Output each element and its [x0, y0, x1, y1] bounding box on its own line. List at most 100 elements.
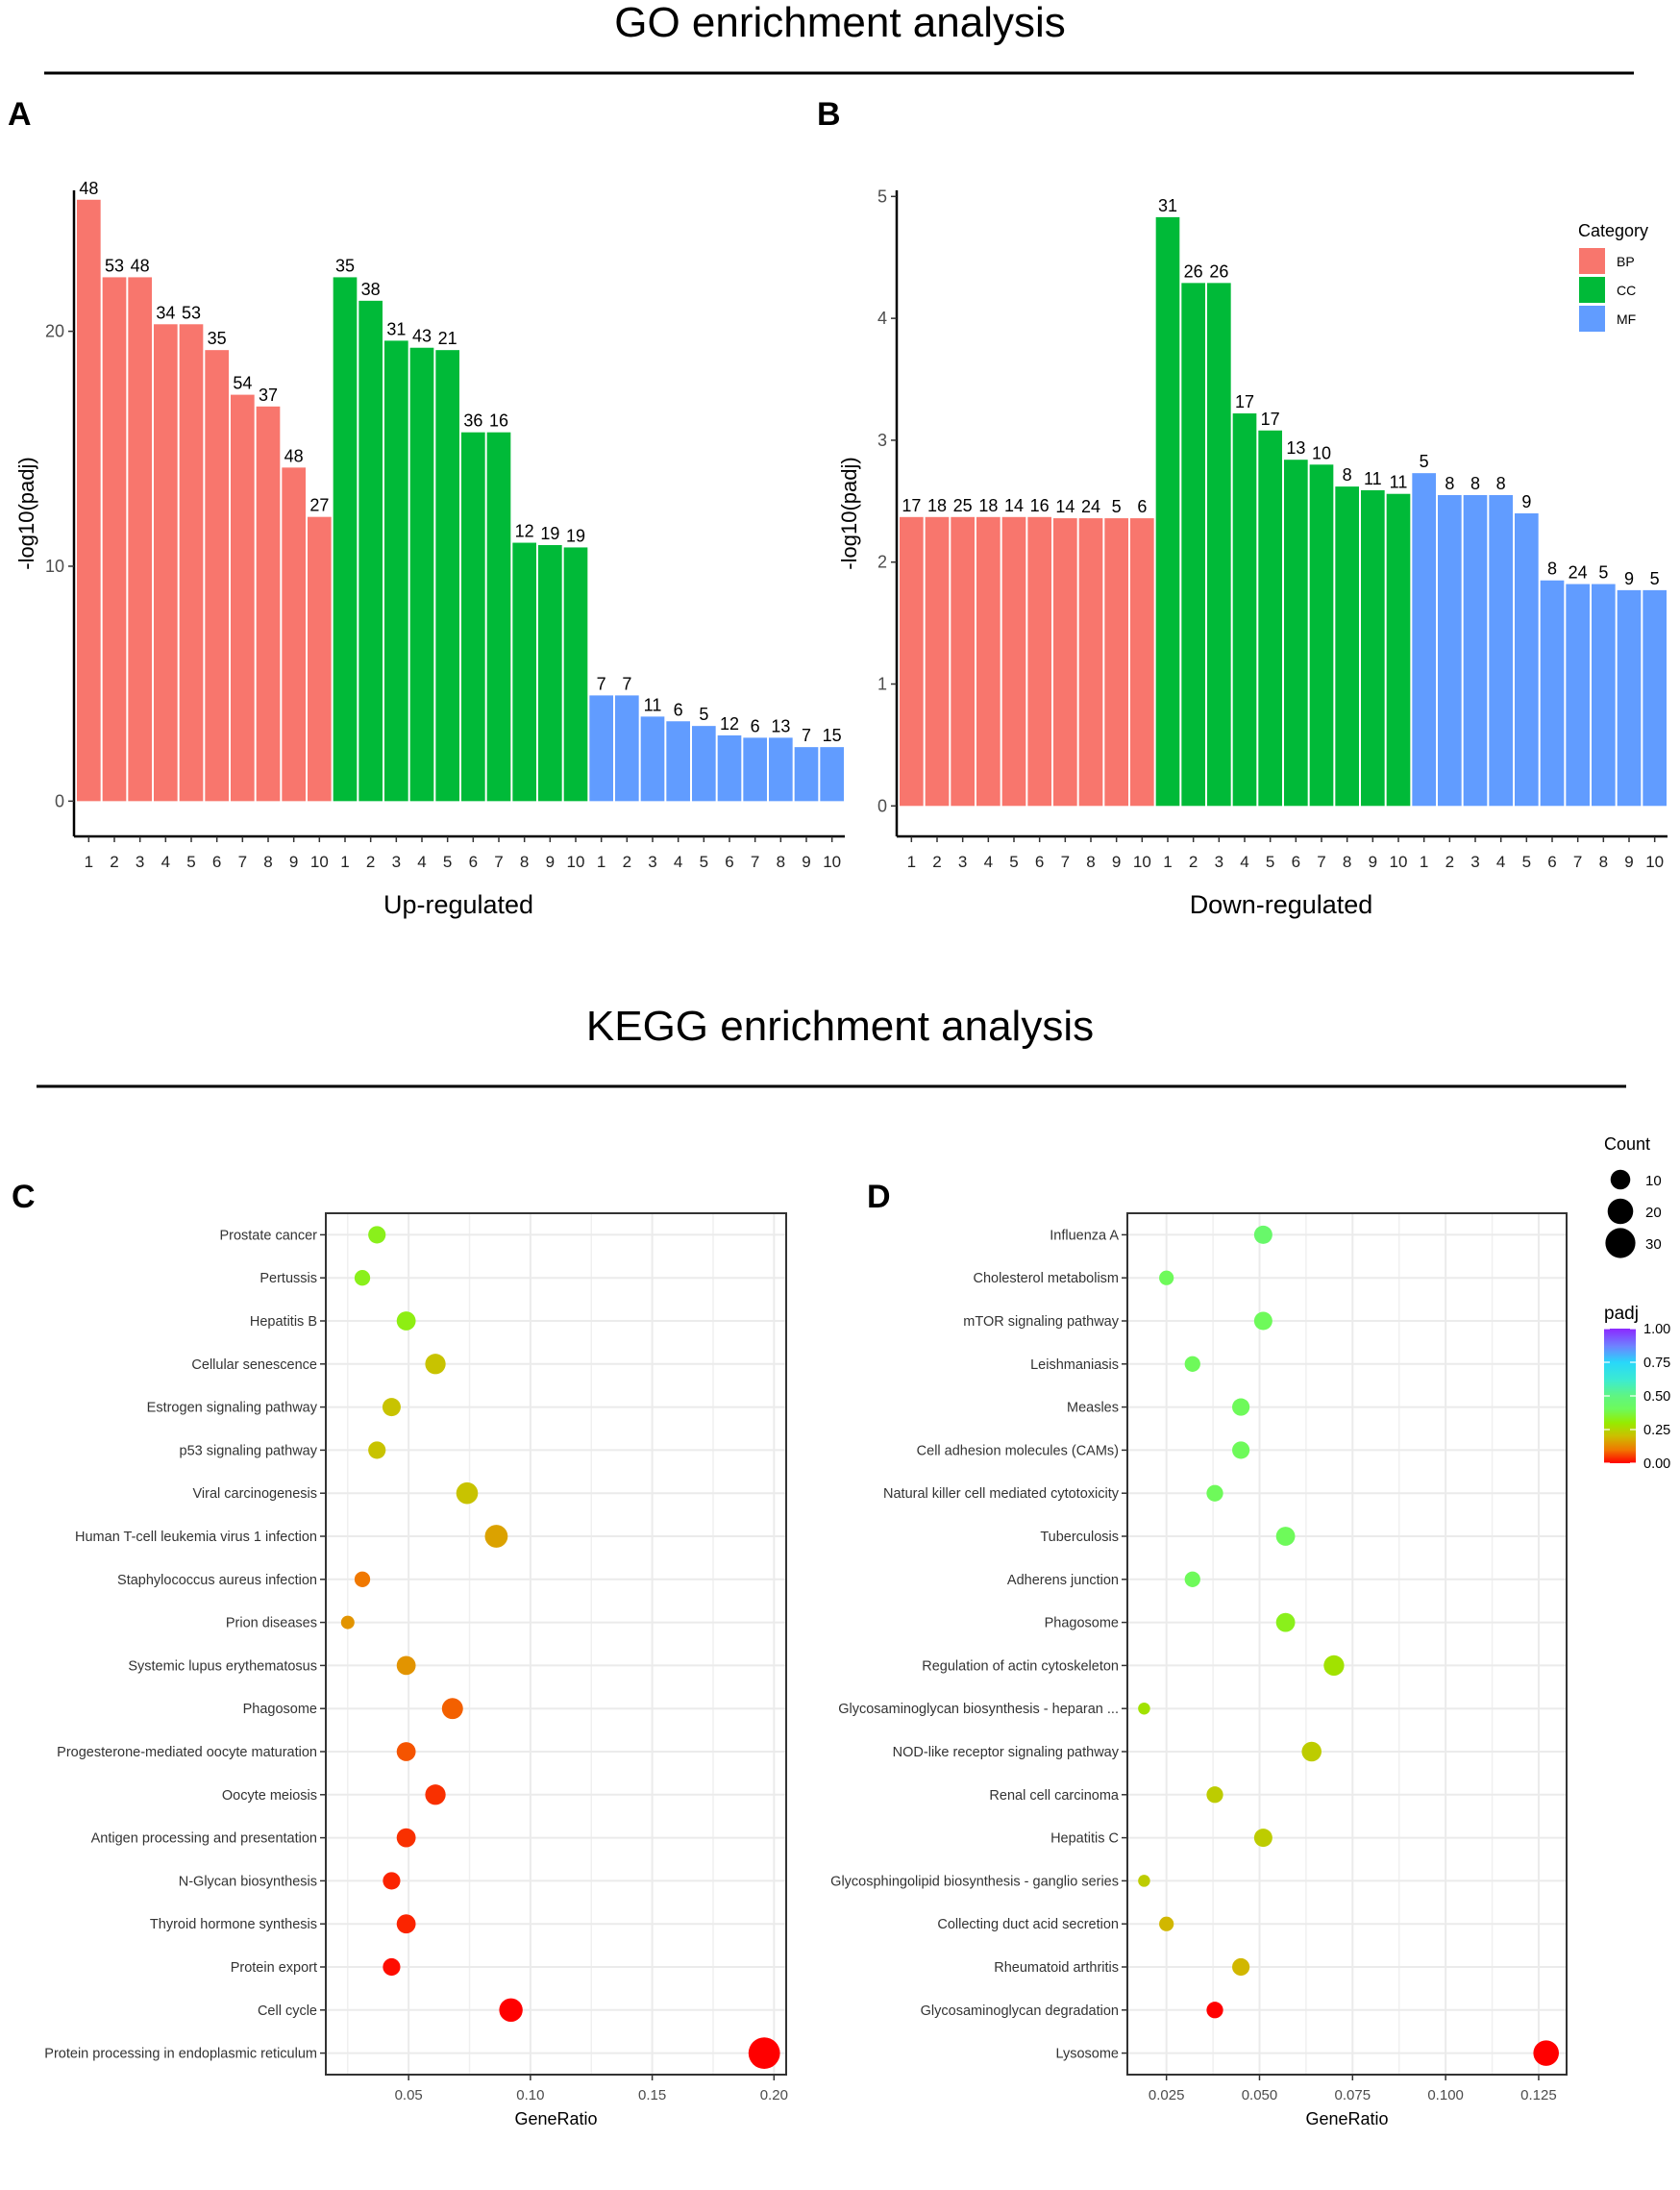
x-tick-label: 2	[1189, 853, 1198, 871]
data-point	[1184, 1571, 1200, 1587]
bar-mf-5	[692, 726, 716, 802]
bar-mf-8	[769, 737, 793, 802]
bar-count-label: 26	[1209, 261, 1228, 281]
x-tick-label: 7	[1573, 853, 1582, 871]
data-point	[1275, 1612, 1296, 1632]
term-label: NOD-like receptor signaling pathway	[893, 1745, 1120, 1760]
x-tick-label: 10	[823, 853, 841, 871]
term-label: Pertussis	[259, 1271, 317, 1286]
kegg-dot-plot-down-regulated: Influenza A Cholesterol metabolism mTOR si…	[830, 1212, 1568, 2190]
bar-count-label: 6	[1137, 497, 1147, 516]
bar-count-label: 17	[1261, 410, 1280, 429]
x-tick-label: 0.10	[516, 2087, 544, 2103]
x-axis-title: Down-regulated	[1190, 890, 1373, 919]
bar-bp-5	[1001, 516, 1026, 807]
bar-count-label: 8	[1547, 560, 1557, 579]
x-tick-label: 9	[1369, 853, 1377, 871]
x-tick-label: 4	[161, 853, 170, 871]
term-label: Prostate cancer	[219, 1228, 317, 1243]
data-point	[499, 1998, 523, 2022]
x-tick-label: 7	[1317, 853, 1325, 871]
data-point	[340, 1615, 355, 1630]
bar-count-label: 17	[1235, 392, 1254, 411]
padj-legend-label: 0.50	[1643, 1389, 1670, 1405]
term-label: Systemic lupus erythematosus	[128, 1658, 317, 1674]
term-label: Staphylococcus aureus infection	[117, 1573, 317, 1588]
bar-count-label: 11	[1364, 469, 1382, 488]
data-point	[1323, 1655, 1345, 1677]
x-tick-label: 3	[958, 853, 967, 871]
y-tick-label: 3	[877, 431, 887, 450]
bar-count-label: 9	[1521, 492, 1531, 511]
term-label: mTOR signaling pathway	[963, 1314, 1119, 1330]
bar-count-label: 53	[182, 303, 201, 322]
x-tick-label: 9	[1112, 853, 1121, 871]
x-tick-label: 5	[700, 853, 708, 871]
panel-label-a: A	[8, 96, 32, 133]
bar-bp-8	[1078, 518, 1103, 807]
padj-legend-label: 0.75	[1643, 1356, 1670, 1371]
bar-count-label: 5	[1420, 452, 1429, 471]
x-tick-label: 1	[597, 853, 605, 871]
data-point	[1232, 1441, 1250, 1459]
x-tick-label: 1	[907, 853, 916, 871]
bar-bp-9	[282, 467, 306, 802]
bar-count-label: 10	[1312, 443, 1331, 462]
data-point	[1253, 1829, 1272, 1848]
bar-cc-2	[358, 300, 383, 802]
y-tick-label: 10	[45, 557, 64, 576]
bar-count-label: 7	[802, 726, 811, 745]
x-tick-label: 3	[136, 853, 144, 871]
term-label: Measles	[1067, 1401, 1119, 1416]
y-tick-label: 4	[877, 309, 887, 328]
term-label: Cholesterol metabolism	[973, 1271, 1119, 1286]
data-point	[1232, 1957, 1250, 1977]
panel-label-c: C	[12, 1179, 36, 1215]
data-point	[368, 1226, 386, 1244]
data-point	[354, 1571, 371, 1587]
x-tick-label: 5	[186, 853, 195, 871]
bar-mf-4	[1489, 494, 1513, 807]
bar-mf-1	[1412, 473, 1436, 807]
bar-count-label: 34	[156, 303, 175, 322]
bar-bp-3	[128, 277, 152, 802]
x-tick-label: 6	[469, 853, 478, 871]
bar-cc-4	[409, 347, 434, 802]
data-point	[354, 1270, 371, 1286]
data-point	[396, 1311, 416, 1331]
bar-cc-9	[538, 544, 562, 802]
bar-count-label: 8	[1343, 465, 1352, 485]
x-tick-label: 8	[1086, 853, 1095, 871]
bar-cc-6	[1284, 460, 1308, 807]
term-label: Influenza A	[1050, 1228, 1119, 1243]
bar-count-label: 5	[1650, 569, 1660, 588]
bar-count-label: 21	[438, 329, 457, 348]
x-axis-title: GeneRatio	[514, 2109, 597, 2128]
legend-swatch-bp	[1579, 248, 1605, 274]
bar-mf-2	[615, 695, 639, 802]
bar-count-label: 5	[1598, 563, 1608, 583]
term-label: Hepatitis C	[1050, 1831, 1119, 1847]
bar-cc-3	[1207, 283, 1231, 807]
bar-count-label: 16	[1030, 496, 1050, 515]
bar-bp-3	[951, 516, 975, 807]
term-label: Thyroid hormone synthesis	[150, 1917, 317, 1932]
kegg-legend: Count 10 20 30 padj 1.00 0.75 0.50 0.25 0.00	[1604, 1134, 1670, 1472]
x-tick-label: 1	[1420, 853, 1428, 871]
data-point	[383, 1957, 401, 1977]
x-tick-label: 9	[802, 853, 810, 871]
bar-cc-1	[333, 277, 358, 802]
data-point	[1138, 1702, 1150, 1715]
bar-bp-9	[1104, 518, 1128, 807]
bar-count-label: 53	[105, 256, 124, 275]
count-legend-title: Count	[1604, 1134, 1650, 1154]
bar-count-label: 7	[597, 674, 606, 693]
plot-frame	[325, 1212, 787, 2076]
x-tick-label: 5	[443, 853, 452, 871]
data-point	[396, 1655, 416, 1676]
bar-cc-7	[1309, 464, 1334, 807]
x-tick-label: 4	[984, 853, 993, 871]
